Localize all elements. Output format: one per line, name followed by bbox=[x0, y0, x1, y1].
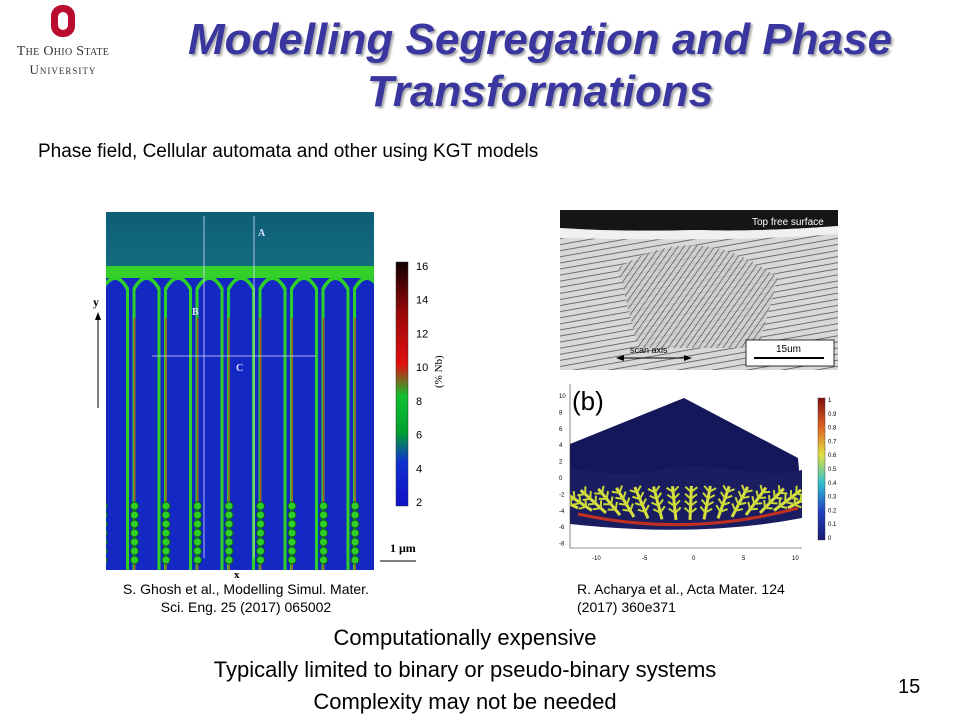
x-tick-label: -5 bbox=[642, 556, 648, 562]
label-b: B bbox=[192, 307, 199, 318]
dendrite-arm bbox=[647, 485, 666, 520]
summary-line2: Typically limited to binary or pseudo-bi… bbox=[213, 657, 717, 682]
caption-right-line2: (2017) 360e371 bbox=[577, 599, 676, 615]
y-tick-label: 10 bbox=[559, 394, 566, 400]
y-tick-label: -2 bbox=[559, 492, 565, 498]
y-tick-label: 4 bbox=[559, 443, 563, 449]
colorbar bbox=[395, 261, 409, 507]
phase-field-figure: A B C y x 16 14 12 10 8 6 4 2 (% Nb) 1 μm bbox=[86, 208, 446, 581]
y-tick-label: -4 bbox=[559, 509, 565, 515]
label-a: A bbox=[258, 228, 266, 239]
dendrite-arm bbox=[758, 485, 788, 514]
label-y: y bbox=[93, 295, 99, 309]
dendrite-column bbox=[224, 276, 255, 570]
colorbar-right-tick-label: 0.8 bbox=[828, 426, 837, 432]
x-tick-label: -10 bbox=[592, 556, 601, 562]
colorbar-right-tick-label: 0.1 bbox=[828, 522, 837, 528]
y-arrow-head bbox=[95, 312, 101, 320]
dendrite-column bbox=[193, 276, 224, 570]
logo-text-line1: The Ohio State bbox=[16, 44, 110, 59]
block-o-logo-icon bbox=[51, 5, 75, 37]
dendrite-arm bbox=[629, 485, 650, 519]
dendrite-arm bbox=[594, 485, 622, 517]
label-x: x bbox=[234, 569, 240, 580]
simulation-field bbox=[106, 212, 374, 570]
micrograph-image bbox=[560, 210, 838, 370]
summary-points: Computationally expensive Typically limi… bbox=[120, 622, 810, 718]
dendrite-column bbox=[319, 276, 350, 570]
y-tick-label: 0 bbox=[559, 476, 563, 482]
scan-axis-label: scan axis bbox=[630, 345, 668, 355]
title-line2: Transformations bbox=[366, 67, 714, 116]
colorbar-label: (% Nb) bbox=[433, 355, 445, 388]
caption-right: R. Acharya et al., Acta Mater. 124 (2017… bbox=[577, 580, 877, 616]
dendrite-column bbox=[350, 276, 374, 570]
y-tick-label: -6 bbox=[559, 525, 565, 531]
dendrite-arm bbox=[570, 490, 593, 512]
dendrite-arm bbox=[699, 485, 717, 520]
dendrite-column bbox=[106, 276, 129, 570]
colorbar-tick-label: 4 bbox=[416, 463, 422, 475]
colorbar-tick-label: 8 bbox=[416, 396, 422, 408]
colorbar-right-tick-label: 0.6 bbox=[828, 453, 837, 459]
dendrite-column bbox=[256, 276, 287, 570]
colorbar-tick-label: 6 bbox=[416, 430, 422, 442]
dendrite-arm bbox=[730, 484, 753, 518]
panel-b-label: (b) bbox=[572, 386, 604, 416]
y-tick-label: 2 bbox=[559, 460, 563, 466]
colorbar-right-tick-label: 0.2 bbox=[828, 508, 837, 514]
x-tick-label: 0 bbox=[692, 556, 696, 562]
x-tick-label: 10 bbox=[792, 556, 799, 562]
slide-subtitle: Phase field, Cellular automata and other… bbox=[38, 141, 539, 162]
colorbar-tick-label: 2 bbox=[416, 497, 422, 509]
colorbar-right-tick-label: 0.4 bbox=[828, 481, 837, 487]
dendrite-column bbox=[287, 276, 318, 570]
summary-line1: Computationally expensive bbox=[333, 625, 597, 650]
colorbar-tick-label: 14 bbox=[416, 295, 428, 307]
caption-right-line1: R. Acharya et al., Acta Mater. 124 bbox=[577, 581, 785, 597]
page-number: 15 bbox=[898, 676, 921, 698]
microstructure-figure: Top free surface scan axis 15um (b) 10 8 6… bbox=[558, 208, 840, 570]
colorbar-right-tick-label: 0.5 bbox=[828, 467, 837, 473]
colorbar-tick-label: 16 bbox=[416, 261, 428, 273]
y-tick-label: -8 bbox=[559, 542, 565, 548]
colorbar-right-tick-label: 1 bbox=[828, 398, 832, 404]
y-tick-label: 8 bbox=[559, 410, 563, 416]
caption-left: S. Ghosh et al., Modelling Simul. Mater.… bbox=[96, 580, 396, 616]
dendrite-arm bbox=[773, 485, 802, 512]
colorbar-right-tick-label: 0.9 bbox=[828, 412, 837, 418]
dendrite-arm bbox=[744, 484, 771, 516]
dendrite-column bbox=[130, 276, 161, 570]
solidification-simulation bbox=[570, 386, 802, 546]
colorbar-right-tick-label: 0.7 bbox=[828, 439, 837, 445]
dendrite-column bbox=[161, 276, 192, 570]
title-line1: Modelling Segregation and Phase bbox=[187, 15, 893, 64]
x-tick-label: 5 bbox=[742, 556, 746, 562]
label-c: C bbox=[236, 363, 243, 374]
scale-label: 1 μm bbox=[390, 541, 416, 555]
scale-label-right: 15um bbox=[776, 344, 801, 355]
dendrite-arm bbox=[787, 490, 802, 510]
slide-title: Modelling Segregation and Phase Transfor… bbox=[140, 14, 940, 118]
dendrite-arm bbox=[683, 485, 698, 520]
top-surface-label: Top free surface bbox=[752, 217, 824, 228]
dendrite-arm bbox=[577, 486, 608, 514]
summary-line3: Complexity may not be needed bbox=[313, 689, 617, 714]
scale-box bbox=[745, 339, 835, 367]
colorbar-tick-label: 12 bbox=[416, 328, 428, 340]
y-tick-label: 6 bbox=[559, 427, 563, 433]
caption-left-line1: S. Ghosh et al., Modelling Simul. Mater. bbox=[123, 581, 369, 597]
university-logo: The Ohio State University bbox=[4, 4, 122, 80]
dendrite-arm bbox=[715, 484, 735, 519]
scan-axis-arrow-right bbox=[684, 355, 692, 361]
logo-text-line2: University bbox=[29, 62, 97, 77]
dendrite-arm bbox=[611, 485, 636, 518]
colorbar-right-tick-label: 0.3 bbox=[828, 495, 837, 501]
colorbar-right-tick-label: 0 bbox=[828, 536, 832, 542]
caption-left-line2: Sci. Eng. 25 (2017) 065002 bbox=[160, 599, 332, 615]
colorbar-right bbox=[817, 397, 826, 541]
scan-axis-arrow-left bbox=[616, 355, 624, 361]
colorbar-tick-label: 10 bbox=[416, 362, 428, 374]
dendrite-arm bbox=[666, 485, 682, 521]
